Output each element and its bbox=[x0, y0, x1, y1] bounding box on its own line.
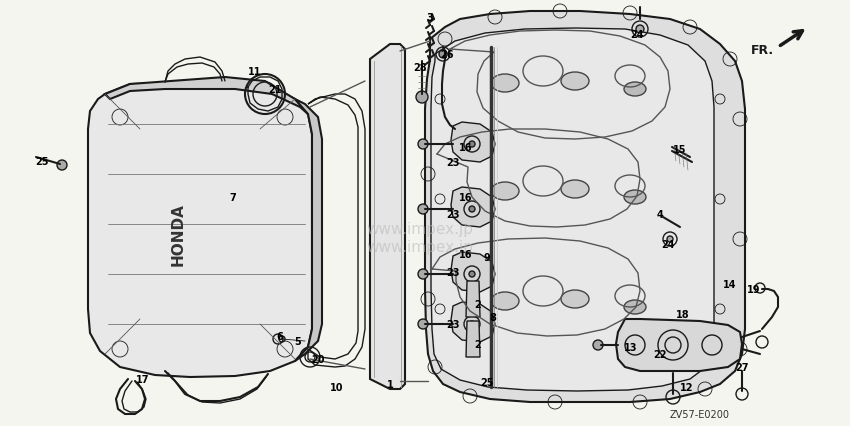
Text: 23: 23 bbox=[446, 319, 460, 329]
Circle shape bbox=[416, 92, 428, 104]
Circle shape bbox=[469, 142, 475, 148]
Text: 27: 27 bbox=[735, 362, 749, 372]
Text: 2: 2 bbox=[474, 299, 481, 309]
Circle shape bbox=[418, 204, 428, 215]
Text: 25: 25 bbox=[480, 377, 494, 387]
Circle shape bbox=[636, 26, 644, 34]
Text: 4: 4 bbox=[656, 210, 663, 219]
Circle shape bbox=[418, 140, 428, 150]
Text: 28: 28 bbox=[413, 63, 427, 73]
Text: 23: 23 bbox=[446, 158, 460, 167]
Polygon shape bbox=[370, 45, 405, 389]
Text: 16: 16 bbox=[459, 143, 473, 153]
Circle shape bbox=[667, 236, 673, 242]
Circle shape bbox=[418, 319, 428, 329]
Text: 16: 16 bbox=[459, 249, 473, 259]
Text: 10: 10 bbox=[331, 382, 343, 392]
Text: 25: 25 bbox=[35, 157, 48, 167]
Polygon shape bbox=[431, 29, 714, 391]
Text: HONDA: HONDA bbox=[171, 203, 185, 266]
Polygon shape bbox=[451, 302, 495, 342]
Text: 1: 1 bbox=[387, 379, 394, 389]
Circle shape bbox=[469, 271, 475, 277]
Text: 13: 13 bbox=[624, 342, 638, 352]
Circle shape bbox=[418, 269, 428, 279]
Polygon shape bbox=[295, 100, 322, 361]
Text: ZV57-E0200: ZV57-E0200 bbox=[670, 409, 730, 419]
Text: 12: 12 bbox=[680, 382, 694, 392]
Text: 17: 17 bbox=[136, 374, 150, 384]
Text: www.impex.jp: www.impex.jp bbox=[366, 222, 473, 237]
Text: 20: 20 bbox=[311, 354, 325, 364]
Text: 2: 2 bbox=[474, 339, 481, 349]
Ellipse shape bbox=[624, 83, 646, 97]
Text: FR.: FR. bbox=[751, 43, 774, 56]
Ellipse shape bbox=[491, 292, 519, 310]
Circle shape bbox=[593, 340, 603, 350]
Ellipse shape bbox=[491, 75, 519, 93]
Polygon shape bbox=[466, 281, 480, 317]
Polygon shape bbox=[105, 78, 308, 115]
Text: 18: 18 bbox=[677, 309, 690, 319]
Text: 14: 14 bbox=[723, 279, 737, 289]
Circle shape bbox=[469, 321, 475, 327]
Ellipse shape bbox=[624, 300, 646, 314]
Text: 9: 9 bbox=[484, 253, 490, 262]
Polygon shape bbox=[88, 82, 312, 377]
Text: 11: 11 bbox=[248, 67, 262, 77]
Text: 26: 26 bbox=[440, 50, 454, 60]
Text: 6: 6 bbox=[276, 331, 283, 341]
Polygon shape bbox=[451, 187, 495, 227]
Text: 21: 21 bbox=[269, 85, 281, 95]
Text: 23: 23 bbox=[446, 268, 460, 277]
Text: 8: 8 bbox=[490, 312, 496, 322]
Text: 23: 23 bbox=[446, 210, 460, 219]
Polygon shape bbox=[451, 123, 495, 163]
Text: 24: 24 bbox=[630, 30, 643, 40]
Text: 24: 24 bbox=[661, 239, 675, 249]
Polygon shape bbox=[466, 321, 480, 357]
Polygon shape bbox=[616, 319, 742, 371]
Text: 7: 7 bbox=[230, 193, 236, 202]
Ellipse shape bbox=[624, 190, 646, 204]
Polygon shape bbox=[451, 253, 495, 292]
Text: 16: 16 bbox=[459, 193, 473, 202]
Ellipse shape bbox=[491, 183, 519, 201]
Text: www.impex.jp: www.impex.jp bbox=[366, 240, 473, 255]
Circle shape bbox=[439, 51, 447, 59]
Ellipse shape bbox=[561, 290, 589, 308]
Ellipse shape bbox=[561, 73, 589, 91]
Polygon shape bbox=[425, 12, 745, 402]
Text: 5: 5 bbox=[295, 336, 302, 346]
Text: 15: 15 bbox=[673, 145, 687, 155]
Text: 3: 3 bbox=[427, 13, 434, 23]
Circle shape bbox=[469, 207, 475, 213]
Text: 22: 22 bbox=[654, 349, 666, 359]
Circle shape bbox=[57, 161, 67, 170]
Ellipse shape bbox=[561, 181, 589, 199]
Text: 19: 19 bbox=[747, 284, 761, 294]
